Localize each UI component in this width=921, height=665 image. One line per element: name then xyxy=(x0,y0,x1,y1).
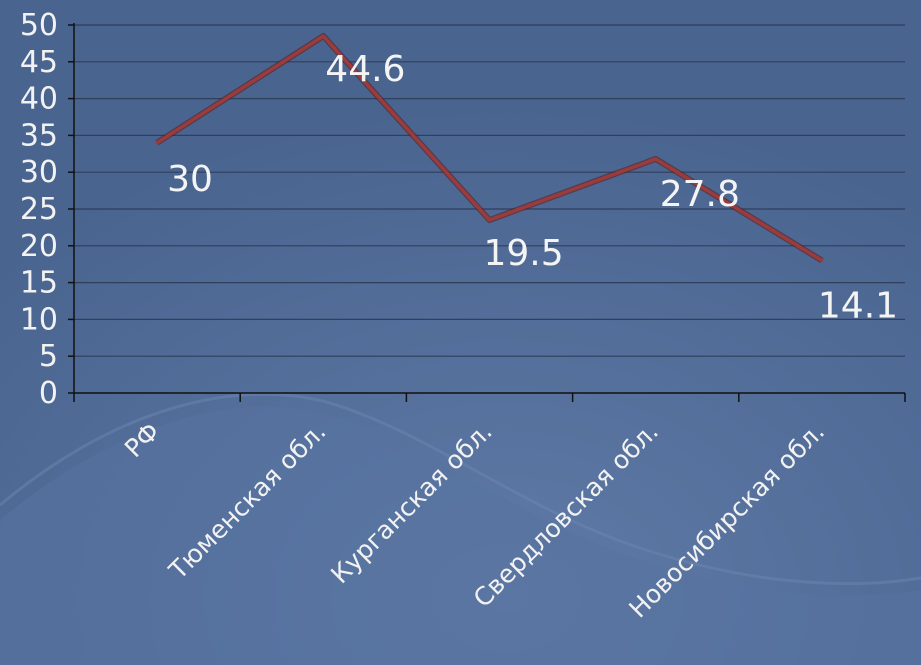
y-tick-label: 40 xyxy=(20,82,58,117)
data-point xyxy=(654,157,658,161)
y-tick-label: 50 xyxy=(20,8,58,43)
data-point xyxy=(155,141,159,145)
data-label: 44.6 xyxy=(325,49,405,90)
data-label: 19.5 xyxy=(484,233,564,274)
y-tick-label: 0 xyxy=(39,376,58,411)
background-swoosh xyxy=(0,406,921,665)
y-tick-label: 25 xyxy=(20,192,58,227)
y-tick-label: 45 xyxy=(20,45,58,80)
data-point xyxy=(321,34,325,38)
data-labels: 30 44.6 19.5 27.8 14.1 xyxy=(167,49,898,326)
y-tick-label: 30 xyxy=(20,155,58,190)
background-swoosh-highlight xyxy=(0,392,921,586)
y-tick-label: 5 xyxy=(39,339,58,374)
data-label: 30 xyxy=(167,159,213,200)
y-tick-label: 15 xyxy=(20,266,58,301)
data-point xyxy=(488,218,491,222)
data-point xyxy=(820,259,824,263)
data-series xyxy=(155,33,824,264)
y-tick-label: 35 xyxy=(20,118,58,153)
data-label: 14.1 xyxy=(818,286,898,327)
gridlines xyxy=(74,24,905,357)
axes xyxy=(68,23,906,402)
y-tick-label: 20 xyxy=(20,229,58,264)
data-label: 27.8 xyxy=(660,174,740,215)
y-tick-label: 10 xyxy=(20,302,58,337)
